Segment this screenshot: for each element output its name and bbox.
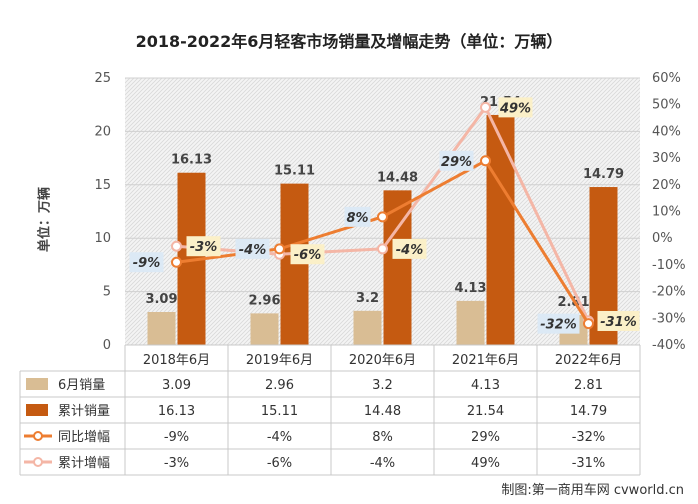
x-category-label: 2020年6月 — [349, 353, 416, 368]
table-cell: 15.11 — [261, 404, 298, 419]
line-yoy-point — [377, 211, 388, 223]
cum-growth-label-bg — [186, 236, 221, 257]
table-cell: 14.79 — [570, 404, 607, 419]
x-category-label: 2019年6月 — [246, 353, 313, 368]
y-tick-right: 60% — [652, 71, 681, 86]
table-cell: -4% — [267, 430, 292, 445]
y-tick-right: -10% — [652, 258, 686, 273]
x-category-label: 2021年6月 — [452, 353, 519, 368]
table-cell: 21.54 — [467, 404, 504, 419]
y-tick-right: 20% — [652, 178, 681, 193]
table-cell: -3% — [164, 456, 189, 471]
yoy-label: 8% — [346, 211, 368, 226]
y-tick-left: 25 — [94, 71, 111, 86]
table-cell: -31% — [572, 456, 606, 471]
legend-key-marker — [33, 457, 43, 467]
table-cell: -6% — [267, 456, 292, 471]
cum-growth-label: -31% — [600, 315, 637, 330]
bar-monthly — [147, 311, 176, 345]
table-cell: 16.13 — [158, 404, 195, 419]
bar-cumulative — [486, 114, 515, 346]
legend-series-name: 6月销量 — [58, 378, 105, 393]
source-credit: 制图:第一商用车网 cvworld.cn — [501, 483, 684, 498]
y-tick-right: 0% — [652, 231, 673, 246]
yoy-label-bg — [344, 206, 371, 227]
cum-growth-label: -6% — [294, 248, 321, 263]
table-cell: 3.2 — [372, 378, 393, 393]
table-cell: -4% — [370, 456, 395, 471]
bar-label-cumulative: 14.48 — [377, 170, 418, 185]
bar-monthly — [353, 310, 382, 345]
yoy-label-bg — [129, 252, 164, 273]
y-tick-left: 20 — [94, 124, 111, 139]
table-cell: -32% — [572, 430, 606, 445]
cum-growth-label-bg — [597, 310, 640, 331]
y-tick-left: 5 — [103, 285, 111, 300]
table-cell: 3.09 — [162, 378, 191, 393]
bar-monthly — [250, 313, 279, 345]
bar-label-monthly: 2.96 — [248, 293, 280, 308]
chart-title: 2018-2022年6月轻客市场销量及增幅走势（单位：万辆） — [135, 32, 563, 51]
y-tick-right: 10% — [652, 205, 681, 220]
bar-label-cumulative: 14.79 — [583, 167, 624, 182]
table-cell: 2.81 — [574, 378, 603, 393]
bar-label-cumulative: 16.13 — [171, 153, 212, 168]
table-cell: 2.96 — [265, 378, 294, 393]
legend-series-name: 同比增幅 — [58, 430, 110, 445]
legend-key-marker — [33, 431, 43, 441]
y-tick-left: 0 — [103, 338, 111, 353]
line-cum-growth-point — [171, 240, 182, 252]
legend-series-name: 累计销量 — [58, 404, 110, 419]
cum-growth-label-bg — [290, 244, 325, 265]
line-cum-growth-point — [377, 243, 388, 255]
table-cell: 29% — [471, 430, 500, 445]
line-yoy-point — [274, 243, 285, 255]
bar-label-monthly: 3.2 — [356, 291, 379, 306]
yoy-label: 29% — [441, 155, 472, 170]
yoy-label: -9% — [133, 256, 160, 271]
cum-growth-label-bg — [392, 238, 427, 259]
cum-growth-label: 49% — [499, 101, 531, 116]
table-cell: 8% — [372, 430, 393, 445]
y-tick-right: -40% — [652, 338, 686, 353]
legend-key-cumulative — [26, 404, 48, 416]
bar-label-monthly: 4.13 — [454, 281, 486, 296]
yoy-label-bg — [235, 238, 270, 259]
y-tick-right: 50% — [652, 98, 681, 113]
y-tick-right: 40% — [652, 124, 681, 139]
y-tick-left: 15 — [94, 178, 111, 193]
table-cell: -9% — [164, 430, 189, 445]
line-cum-growth-point — [480, 101, 491, 113]
cum-growth-label: -3% — [190, 240, 217, 255]
y-tick-left: 10 — [94, 231, 111, 246]
yoy-label-bg — [537, 313, 580, 334]
yoy-label-bg — [439, 150, 474, 171]
cum-growth-label: -4% — [396, 243, 423, 258]
cum-growth-label-bg — [498, 97, 533, 118]
y-tick-right: 30% — [652, 151, 681, 166]
x-category-label: 2018年6月 — [143, 353, 210, 368]
table-cell: 14.48 — [364, 404, 401, 419]
table-cell: 4.13 — [471, 378, 500, 393]
bar-monthly — [456, 300, 485, 345]
bar-cumulative — [280, 183, 309, 345]
legend-series-name: 累计增幅 — [58, 456, 110, 471]
x-category-label: 2022年6月 — [555, 353, 622, 368]
yoy-label: -4% — [239, 243, 266, 258]
y-tick-right: -20% — [652, 285, 686, 300]
table-cell: 49% — [471, 456, 500, 471]
y-tick-right: -30% — [652, 311, 686, 326]
bar-label-monthly: 3.09 — [145, 292, 177, 307]
yoy-label: -32% — [540, 318, 577, 333]
bar-label-cumulative: 15.11 — [274, 164, 315, 179]
line-yoy-point — [171, 256, 182, 268]
line-yoy-point — [480, 155, 491, 167]
line-yoy-point — [583, 318, 594, 330]
legend-key-monthly — [26, 378, 48, 390]
